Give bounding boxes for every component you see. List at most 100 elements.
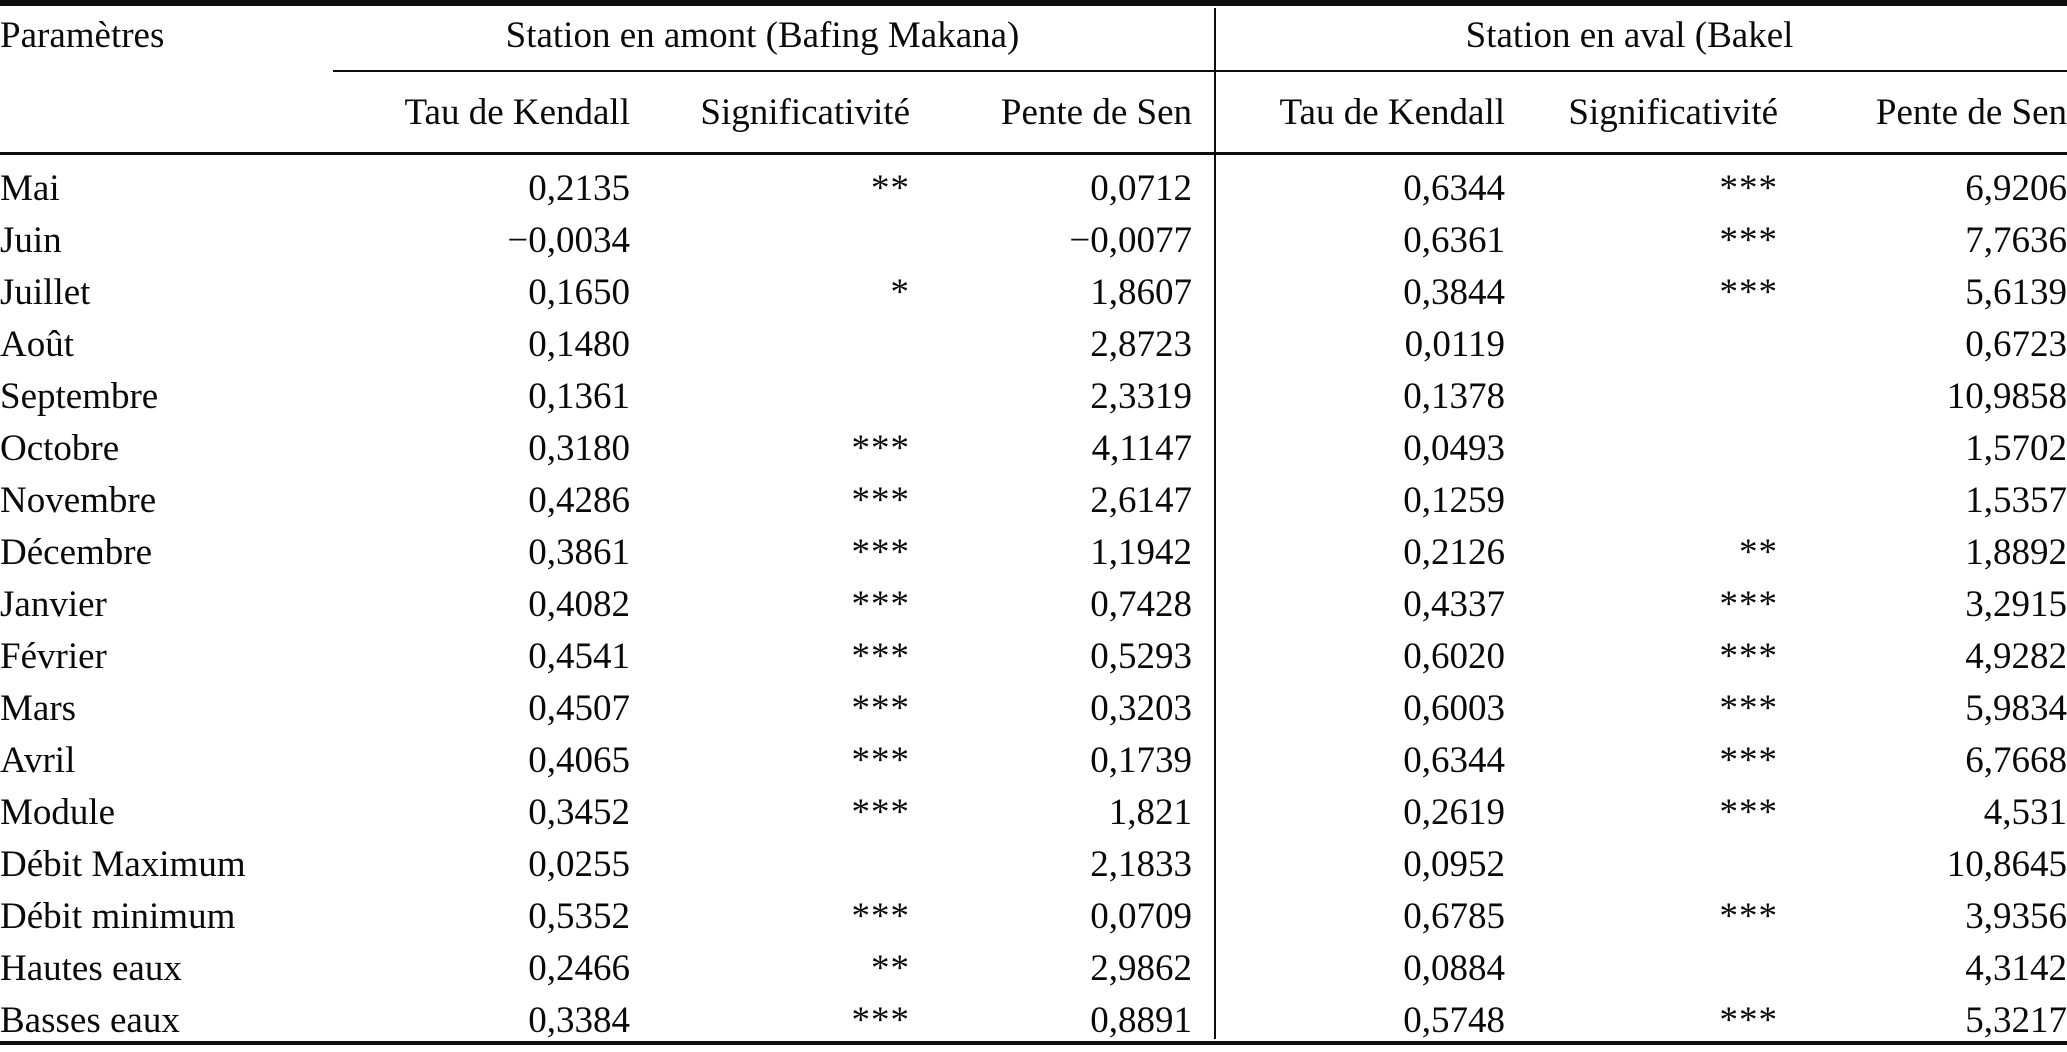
significance-cell: ** <box>871 947 910 989</box>
value-cell: 0,0493 <box>1403 427 1506 469</box>
value-cell: 5,6139 <box>1965 271 2067 313</box>
value-cell: 1,1942 <box>1090 531 1193 573</box>
significance-cell: *** <box>851 895 910 937</box>
value-cell: 0,8891 <box>1090 999 1193 1041</box>
value-cell: 0,4082 <box>528 583 630 625</box>
value-cell: 0,0712 <box>1090 167 1193 209</box>
value-cell: 0,5748 <box>1403 999 1506 1041</box>
value-cell: 0,5293 <box>1090 635 1193 677</box>
row-label: Octobre <box>0 427 120 469</box>
significance-cell: *** <box>851 739 910 781</box>
table-row: Février 0,4541 *** 0,5293 0,6020 *** 4,9282 <box>0 630 2067 682</box>
value-cell: 1,5357 <box>1965 479 2067 521</box>
value-cell: 0,6361 <box>1403 219 1506 261</box>
value-cell: 5,3217 <box>1965 999 2067 1041</box>
value-cell: 10,8645 <box>1946 843 2067 885</box>
table-row: Juin −0,0034 −0,0077 0,6361 *** 7,7636 <box>0 214 2067 266</box>
table-row: Juillet 0,1650 * 1,8607 0,3844 *** 5,6139 <box>0 266 2067 318</box>
significance-cell: * <box>890 271 910 313</box>
value-cell: 0,3180 <box>528 427 630 469</box>
significance-cell <box>630 214 910 266</box>
significance-cell: *** <box>851 427 910 469</box>
value-cell: 0,3203 <box>1090 687 1193 729</box>
significance-cell: *** <box>1719 167 1779 209</box>
row-label: Juillet <box>0 271 91 313</box>
value-cell: 0,0952 <box>1403 843 1506 885</box>
sub-header-pente-sen-aval: Pente de Sen <box>1875 91 2067 133</box>
value-cell: 3,2915 <box>1965 583 2067 625</box>
significance-cell: *** <box>851 583 910 625</box>
table-row: Janvier 0,4082 *** 0,7428 0,4337 *** 3,2915 <box>0 578 2067 630</box>
table-body: Mai 0,2135 ** 0,0712 0,6344 *** 6,9206 Juin −0,0… <box>0 154 2067 1046</box>
sub-header-tau-kendall-amont: Tau de Kendall <box>404 91 631 133</box>
value-cell: 0,4507 <box>528 687 630 729</box>
significance-cell <box>630 838 910 890</box>
value-cell: 2,9862 <box>1090 947 1193 989</box>
table-row: Débit minimum 0,5352 *** 0,0709 0,6785 *** 3,9… <box>0 890 2067 942</box>
table-row: Novembre 0,4286 *** 2,6147 0,1259 1,5357 <box>0 474 2067 526</box>
row-label: Septembre <box>0 375 159 417</box>
sub-header-significativite-aval: Significativité <box>1568 91 1779 133</box>
value-cell: 0,3384 <box>528 999 630 1041</box>
row-label: Décembre <box>0 531 153 573</box>
value-cell: 4,1147 <box>1091 427 1193 469</box>
sub-header-empty <box>0 70 333 154</box>
value-cell: 0,3861 <box>528 531 630 573</box>
significance-cell: *** <box>1719 271 1779 313</box>
table-row: Mars 0,4507 *** 0,3203 0,6003 *** 5,9834 <box>0 682 2067 734</box>
value-cell: 0,4286 <box>528 479 630 521</box>
value-cell: 0,0255 <box>528 843 630 885</box>
value-cell: 0,2126 <box>1403 531 1506 573</box>
significance-cell <box>630 318 910 370</box>
value-cell: 0,6344 <box>1403 739 1506 781</box>
sub-header-significativite-amont: Significativité <box>700 91 910 133</box>
value-cell: 1,821 <box>1108 791 1193 833</box>
significance-cell: ** <box>871 167 910 209</box>
significance-cell: *** <box>1719 635 1779 677</box>
significance-cell: *** <box>851 479 910 521</box>
significance-cell: *** <box>851 791 910 833</box>
value-cell: 0,4337 <box>1403 583 1506 625</box>
value-cell: 1,8607 <box>1090 271 1193 313</box>
value-cell: 6,9206 <box>1965 167 2067 209</box>
value-cell: 5,9834 <box>1965 687 2067 729</box>
row-label: Mai <box>0 167 60 209</box>
value-cell: 0,6003 <box>1403 687 1506 729</box>
value-cell: 0,6723 <box>1965 323 2067 365</box>
value-cell: 0,2135 <box>528 167 630 209</box>
significance-cell <box>1505 318 1778 370</box>
significance-cell <box>1505 474 1778 526</box>
table-row: Module 0,3452 *** 1,821 0,2619 *** 4,531 <box>0 786 2067 838</box>
row-label: Basses eaux <box>0 999 180 1041</box>
value-cell: 0,4541 <box>528 635 630 677</box>
value-cell: 0,2619 <box>1403 791 1506 833</box>
group-header-rule <box>333 70 2067 72</box>
row-label: Août <box>0 323 74 365</box>
value-cell: 0,1650 <box>528 271 630 313</box>
spacer-row <box>0 154 2067 162</box>
significance-cell: *** <box>1719 895 1779 937</box>
value-cell: −0,0034 <box>507 219 630 261</box>
value-cell: 2,3319 <box>1090 375 1193 417</box>
value-cell: 4,9282 <box>1965 635 2067 677</box>
row-label: Février <box>0 635 107 677</box>
value-cell: 2,8723 <box>1090 323 1193 365</box>
significance-cell: *** <box>851 531 910 573</box>
significance-cell: ** <box>1739 531 1779 573</box>
table-row: Mai 0,2135 ** 0,0712 0,6344 *** 6,9206 <box>0 162 2067 214</box>
value-cell: 0,4065 <box>528 739 630 781</box>
table-row: Septembre 0,1361 2,3319 0,1378 10,9858 <box>0 370 2067 422</box>
value-cell: 0,3452 <box>528 791 630 833</box>
table-row: Décembre 0,3861 *** 1,1942 0,2126 ** 1,8892 <box>0 526 2067 578</box>
table-row: Août 0,1480 2,8723 0,0119 0,6723 <box>0 318 2067 370</box>
row-label: Novembre <box>0 479 157 521</box>
value-cell: 3,9356 <box>1965 895 2067 937</box>
value-cell: 2,6147 <box>1090 479 1193 521</box>
significance-cell: *** <box>1719 739 1779 781</box>
group-header-station-amont: Station en amont (Bafing Makana) <box>505 14 1020 56</box>
table-row: Débit Maximum 0,0255 2,1833 0,0952 10,8645 <box>0 838 2067 890</box>
significance-cell: *** <box>1719 583 1779 625</box>
value-cell: 0,0709 <box>1090 895 1193 937</box>
